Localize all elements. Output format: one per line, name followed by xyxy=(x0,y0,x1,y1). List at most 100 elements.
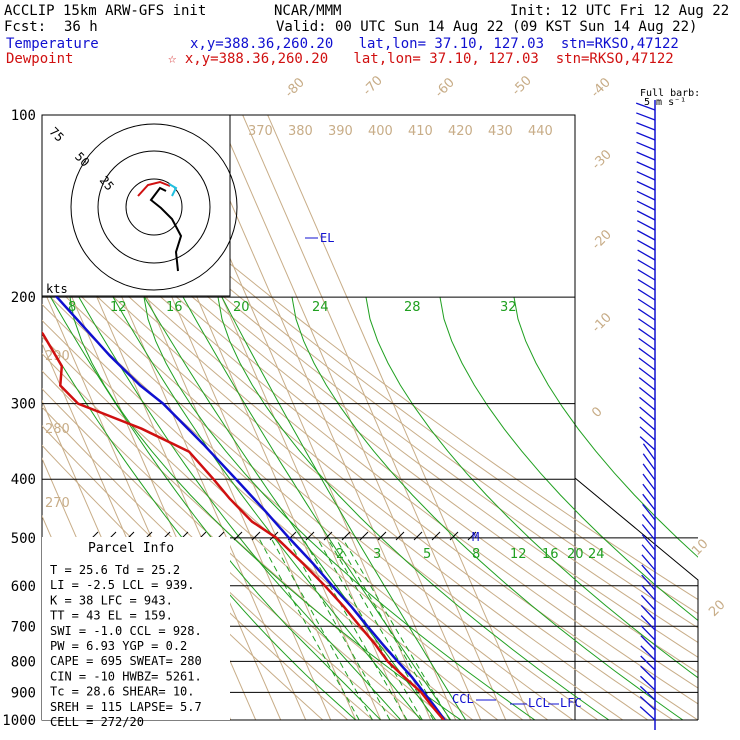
mixing-ratio-line xyxy=(270,537,373,720)
wind-barb xyxy=(636,151,656,161)
wind-barb xyxy=(635,102,656,111)
moist-adiabat-upper xyxy=(217,297,610,720)
dry-adiabat xyxy=(42,125,698,629)
hodo-trace-cyan xyxy=(168,183,178,197)
wind-barb xyxy=(638,337,656,351)
pressure-label-800: 800 xyxy=(11,654,36,670)
mixing-ratio-line xyxy=(258,537,360,720)
mixing-ratio-label: 2 xyxy=(336,547,344,562)
moist-adiabat-upper xyxy=(291,297,684,720)
barb-legend-units: 5 m s⁻¹ xyxy=(644,97,686,108)
mixing-ratio-label: 20 xyxy=(567,547,584,562)
hodo-trace-black xyxy=(149,186,183,272)
level-hatch xyxy=(323,531,333,541)
wind-barb xyxy=(638,357,656,371)
pressure-label-1000: 1000 xyxy=(2,713,36,729)
dry-adiabat xyxy=(42,303,524,720)
theta-e-label: 380 xyxy=(288,124,313,139)
pressure-label-200: 200 xyxy=(11,290,36,306)
mixing-ratio-line xyxy=(335,537,443,720)
level-hatch xyxy=(251,531,261,541)
isotherm-label: -60 xyxy=(432,75,458,101)
wind-barb xyxy=(638,328,656,341)
wind-barb xyxy=(640,645,656,661)
theta-e-label: 420 xyxy=(448,124,473,139)
mixing-ratio-line xyxy=(286,537,391,720)
moist-label-upper: 16 xyxy=(166,300,183,315)
org-label: NCAR/MMM xyxy=(274,3,342,19)
wind-barb xyxy=(637,249,656,261)
wind-barb xyxy=(639,406,656,421)
wind-barb xyxy=(641,544,656,561)
mixing-ratio-label: 16 xyxy=(542,547,559,562)
isotherm-label: -10 xyxy=(589,310,615,336)
isotherm xyxy=(217,115,482,720)
level-hatch xyxy=(395,531,405,541)
dry-adiabat xyxy=(42,229,649,720)
isotherm-label: 10 xyxy=(689,537,711,559)
wind-barb xyxy=(640,675,656,691)
isotherm-label: -30 xyxy=(589,147,615,173)
ccl-annotation: CCL xyxy=(452,692,496,706)
moist-label-upper: 24 xyxy=(312,300,329,315)
mixing-ratio-line xyxy=(341,537,451,720)
parcel-info-row: TT = 43 EL = 159. xyxy=(50,609,173,623)
pressure-label-500: 500 xyxy=(11,531,36,547)
valid-time: Valid: 00 UTC Sun 14 Aug 22 (09 KST Sun … xyxy=(276,19,698,35)
moist-adiabat-upper xyxy=(69,297,462,720)
level-hatch xyxy=(413,531,423,541)
wind-barb xyxy=(641,564,656,581)
wind-barb xyxy=(636,112,656,121)
isotherm-label: -40 xyxy=(588,75,614,101)
dry-adiabat xyxy=(42,352,449,720)
isotherm-label: 20 xyxy=(706,598,728,620)
forecast-label: Fcst: xyxy=(4,19,47,35)
dry-adiabat xyxy=(42,175,698,689)
moist-label-upper: 12 xyxy=(110,300,127,315)
wind-barb xyxy=(637,239,656,251)
hodo-trace-red xyxy=(137,180,171,197)
dry-adiabat xyxy=(55,115,698,601)
wind-barb xyxy=(639,396,656,411)
parcel-info-row: PW = 6.93 YGP = 0.2 xyxy=(50,639,187,653)
wind-barb xyxy=(642,483,656,501)
svg-text:LFC: LFC xyxy=(560,696,582,710)
wind-barb xyxy=(642,493,656,511)
m-annotation: M xyxy=(472,530,479,544)
wind-barb xyxy=(636,190,656,201)
parcel-info-row: CAPE = 695 SWEAT= 280 xyxy=(50,654,202,668)
theta-e-label: 390 xyxy=(328,124,353,139)
wind-barb xyxy=(636,180,656,191)
wind-barb xyxy=(637,229,656,241)
parcel-info-row: CIN = -10 HWBZ= 5261. xyxy=(50,669,202,683)
wind-barb xyxy=(641,584,656,601)
isotherm-label: -80 xyxy=(282,75,308,101)
wind-barb xyxy=(638,377,656,391)
dry-adiabat xyxy=(42,115,698,615)
pressure-label-400: 400 xyxy=(11,472,36,488)
theta-label: 280 xyxy=(45,422,70,437)
dry-adiabat xyxy=(42,201,698,720)
parcel-info-row: SWI = -1.0 CCL = 928. xyxy=(50,624,202,638)
dry-adiabat xyxy=(42,370,424,720)
parcel-info-row: LI = -2.5 LCL = 939. xyxy=(50,578,195,592)
dewpoint-legend: Dewpoint xyxy=(6,51,74,67)
isotherm xyxy=(242,115,507,720)
wind-barb xyxy=(636,161,656,171)
wind-barb xyxy=(641,534,656,551)
wind-barb xyxy=(642,443,656,461)
wind-barb xyxy=(639,416,656,431)
parcel-info-row: Tc = 28.6 SHEAR= 10. xyxy=(50,685,195,699)
wind-barb xyxy=(639,685,656,701)
dewpoint-profile xyxy=(42,331,445,720)
dry-adiabat xyxy=(42,137,698,644)
theta-e-label: 410 xyxy=(408,124,433,139)
wind-barb xyxy=(639,706,656,721)
wind-barb xyxy=(637,308,656,321)
wind-barb xyxy=(641,574,656,591)
dry-adiabat xyxy=(42,257,599,720)
temperature-location-info: x,y=388.36,260.20 lat,lon= 37.10, 127.03… xyxy=(190,36,679,52)
wind-barb xyxy=(640,604,656,621)
isotherm xyxy=(267,115,532,720)
level-hatch xyxy=(233,531,243,541)
